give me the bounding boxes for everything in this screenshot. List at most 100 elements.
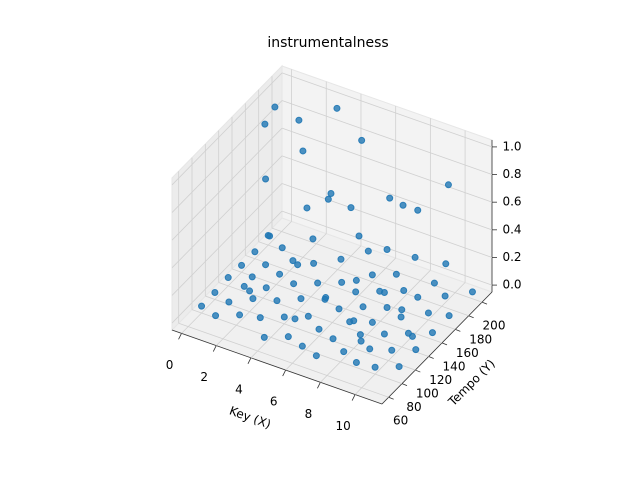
grid-line: [171, 100, 283, 213]
point: [271, 103, 279, 111]
chart-title: instrumentalness: [267, 35, 388, 51]
grid-line: [250, 245, 362, 359]
y-tick: [401, 383, 408, 387]
point: [225, 298, 233, 306]
grid-line: [178, 322, 389, 398]
grid-line: [320, 270, 431, 383]
point: [262, 284, 270, 292]
x-tick-label: 2: [200, 370, 208, 384]
point: [352, 276, 360, 284]
point: [262, 175, 270, 183]
y-tick-label: 140: [443, 359, 466, 373]
x-tick-label: 8: [305, 407, 313, 421]
point: [412, 346, 420, 354]
grid-line: [245, 254, 456, 330]
point: [357, 337, 365, 345]
z-tick-label: 0.6: [502, 195, 521, 209]
point: [368, 318, 376, 326]
point: [289, 257, 297, 265]
point: [414, 293, 422, 301]
grid-line: [171, 127, 283, 241]
point: [356, 331, 364, 339]
point: [380, 289, 388, 297]
point: [386, 194, 394, 202]
point: [441, 292, 449, 300]
y-axis-line: [381, 291, 493, 405]
point: [359, 303, 367, 311]
point: [303, 204, 311, 212]
grid-line: [171, 183, 283, 296]
point: [383, 245, 391, 253]
point: [327, 189, 335, 197]
y-tick-label: 120: [429, 373, 452, 387]
point: [211, 289, 219, 297]
y-tick-label: 160: [456, 346, 479, 360]
point: [297, 295, 305, 303]
point: [299, 147, 307, 155]
grid-line: [258, 241, 469, 317]
y-tick-label: 60: [393, 414, 408, 428]
x-tick-label: 4: [235, 382, 243, 396]
point: [261, 120, 269, 128]
y-tick: [468, 315, 474, 319]
y-tick: [428, 356, 434, 359]
grid-line: [218, 282, 429, 357]
point: [424, 309, 432, 317]
point: [309, 235, 317, 243]
point: [430, 279, 438, 287]
x-tick: [178, 333, 182, 340]
point: [314, 279, 322, 287]
grid-line: [281, 183, 493, 258]
point: [400, 287, 408, 295]
point: [260, 333, 268, 341]
point: [371, 363, 379, 371]
point: [262, 261, 270, 269]
point: [278, 244, 286, 252]
point: [337, 255, 345, 263]
y-tick-label: 100: [416, 387, 439, 401]
point: [294, 261, 302, 269]
y-tick: [415, 369, 421, 373]
x-tick: [282, 369, 287, 377]
point: [392, 270, 400, 278]
grid-line: [191, 309, 403, 385]
y-tick: [455, 328, 461, 332]
point: [340, 348, 348, 356]
grid-line: [281, 155, 493, 231]
grid-line: [171, 72, 283, 186]
point: [212, 312, 220, 320]
grid-line: [181, 221, 292, 334]
x-axis-label: Key (X): [228, 404, 273, 432]
grid-line: [281, 72, 493, 148]
point: [310, 259, 318, 267]
point: [324, 195, 332, 203]
point: [408, 332, 416, 340]
point: [236, 311, 244, 319]
point: [428, 329, 436, 337]
point: [468, 288, 476, 296]
point: [352, 288, 360, 296]
point: [238, 261, 246, 269]
z-tick-label: 0.0: [502, 278, 521, 292]
point: [246, 287, 254, 295]
point: [383, 304, 391, 312]
point: [338, 278, 346, 286]
grid-line: [215, 233, 327, 346]
y-tick-label: 80: [406, 400, 421, 414]
point: [355, 232, 363, 240]
x-tick-label: 0: [166, 358, 174, 372]
point: [397, 313, 405, 321]
x-tick: [317, 382, 321, 389]
point: [304, 312, 312, 320]
y-tick: [388, 396, 394, 400]
y-tick-label: 180: [469, 332, 492, 346]
point: [414, 206, 422, 214]
point: [240, 282, 248, 290]
point: [350, 317, 358, 325]
z-tick-label: 1.0: [502, 139, 521, 153]
grid-line: [205, 295, 416, 371]
point: [295, 116, 303, 124]
point: [366, 345, 374, 353]
point: [291, 315, 299, 323]
point: [284, 333, 292, 341]
